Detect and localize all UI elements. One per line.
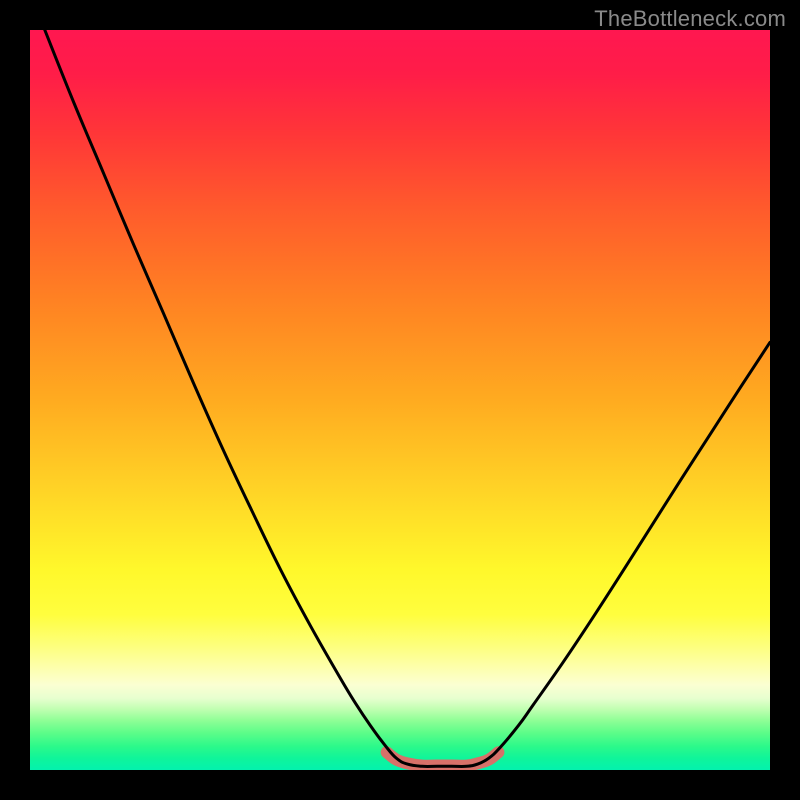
bottleneck-curve-chart [0,0,800,800]
chart-container: TheBottleneck.com [0,0,800,800]
watermark-text: TheBottleneck.com [594,6,786,32]
chart-background [30,30,770,770]
